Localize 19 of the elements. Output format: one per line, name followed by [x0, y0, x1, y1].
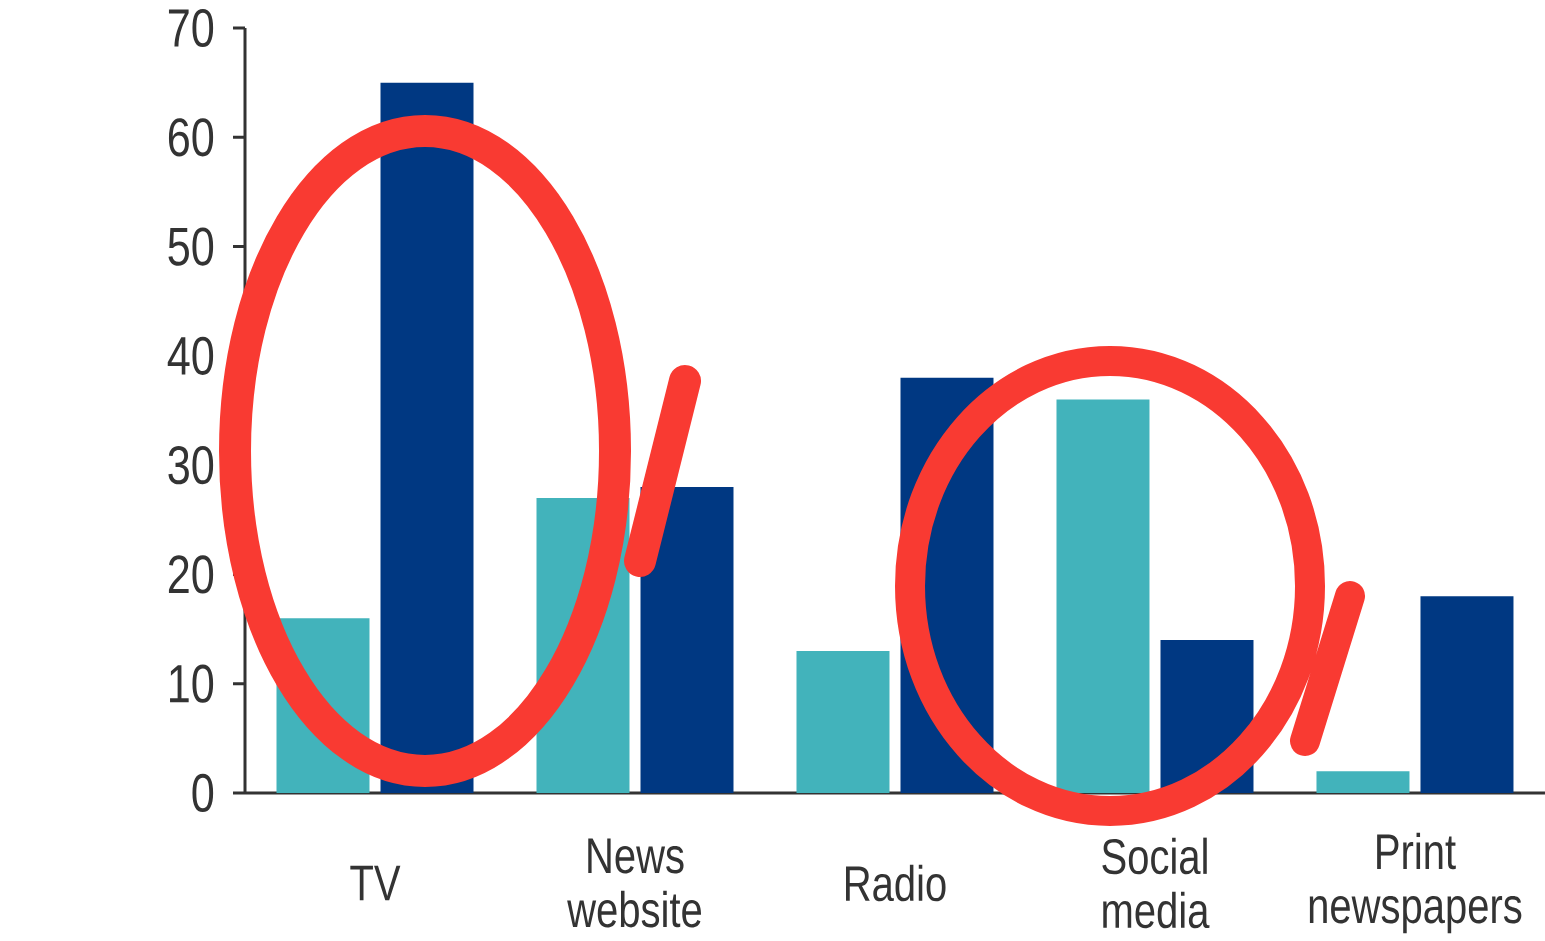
y-tick-label: 30	[168, 446, 214, 485]
y-tick-label: 40	[167, 336, 214, 375]
y-tick-label: 20	[168, 555, 214, 594]
x-tick-label: Radio	[846, 864, 946, 902]
bar	[796, 650, 890, 793]
y-tick-label: 70	[168, 8, 214, 48]
x-tick-label: Print newspapers	[1309, 832, 1522, 934]
y-tick-label: 0	[192, 773, 214, 813]
bar	[380, 82, 474, 793]
bar	[1420, 596, 1514, 793]
y-tick-label: 50	[168, 227, 214, 266]
bar	[1056, 399, 1150, 793]
bar	[640, 486, 734, 793]
bar	[1316, 771, 1410, 793]
y-tick-label: 60	[168, 118, 214, 157]
y-tick-label: 10	[170, 664, 214, 703]
x-tick-label: Social media	[1102, 837, 1210, 929]
x-tick-label: News website	[567, 838, 702, 928]
x-tick-label: TV	[350, 865, 401, 901]
